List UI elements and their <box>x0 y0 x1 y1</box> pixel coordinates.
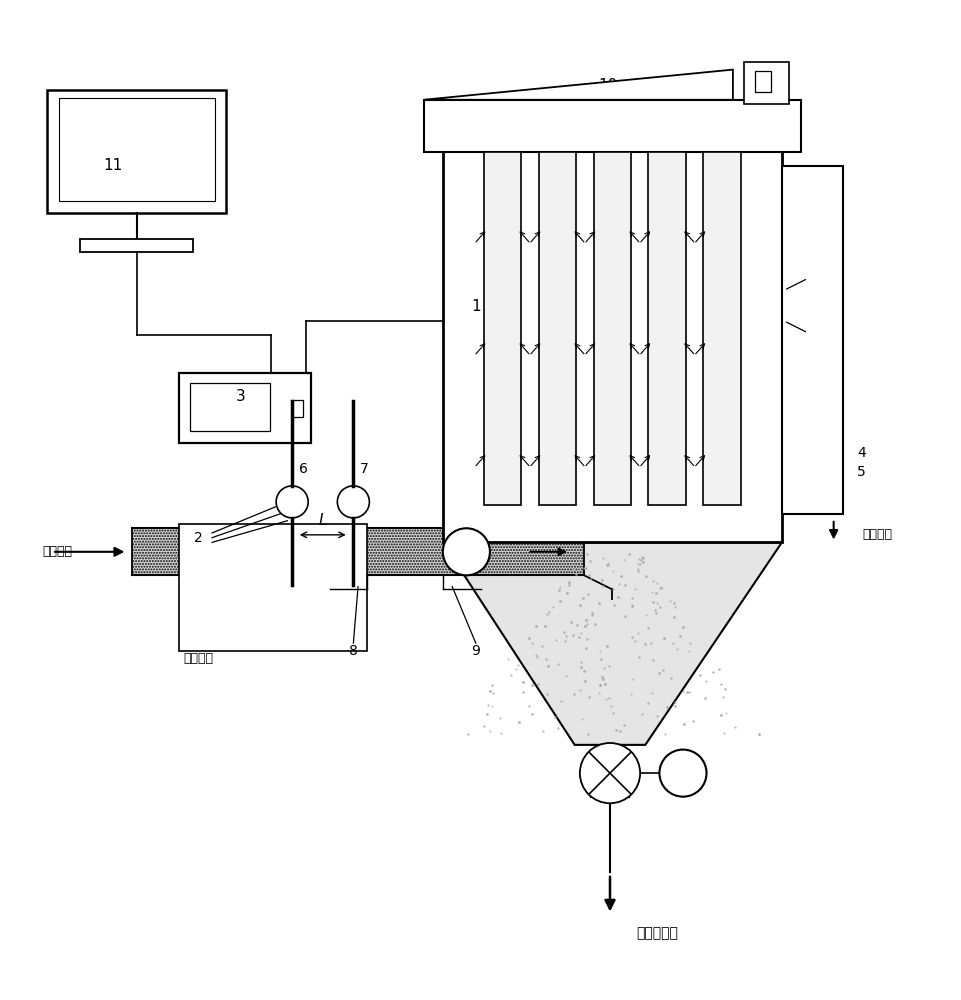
Bar <box>132 528 584 575</box>
Bar <box>179 524 367 651</box>
Text: L: L <box>318 513 327 528</box>
Text: 9: 9 <box>471 644 480 658</box>
Bar <box>591 750 629 797</box>
Bar <box>594 152 631 505</box>
Text: 含尘气体: 含尘气体 <box>42 545 73 558</box>
Bar <box>755 71 771 92</box>
Circle shape <box>337 486 369 518</box>
Circle shape <box>659 750 706 797</box>
Bar <box>538 152 577 505</box>
Text: 6: 6 <box>299 462 308 476</box>
Text: 8: 8 <box>349 644 357 658</box>
Bar <box>179 373 311 443</box>
Bar <box>443 128 782 542</box>
Bar <box>703 152 741 505</box>
Text: 4: 4 <box>857 446 866 460</box>
Bar <box>424 100 801 152</box>
Text: M: M <box>677 767 689 780</box>
Bar <box>649 152 686 505</box>
Text: 检测区域: 检测区域 <box>184 652 214 665</box>
Polygon shape <box>443 542 782 745</box>
Text: 2: 2 <box>193 531 203 545</box>
Bar <box>782 166 843 514</box>
Text: 5: 5 <box>857 465 866 479</box>
Bar <box>47 90 226 213</box>
Bar <box>744 62 789 104</box>
Polygon shape <box>424 70 733 100</box>
Text: 3: 3 <box>235 389 245 404</box>
Text: 1: 1 <box>471 299 480 314</box>
Bar <box>190 383 270 431</box>
Circle shape <box>276 486 308 518</box>
Text: 7: 7 <box>360 462 369 476</box>
Bar <box>81 239 193 252</box>
Text: M: M <box>460 545 473 558</box>
Text: 11: 11 <box>104 158 123 173</box>
Circle shape <box>579 743 640 803</box>
Text: 净化气体: 净化气体 <box>862 528 892 541</box>
Bar <box>483 152 521 505</box>
Bar <box>59 98 215 201</box>
Text: 收集到粉尘: 收集到粉尘 <box>636 926 678 940</box>
Bar <box>292 400 304 417</box>
Text: 10: 10 <box>598 78 617 93</box>
Circle shape <box>443 528 490 575</box>
